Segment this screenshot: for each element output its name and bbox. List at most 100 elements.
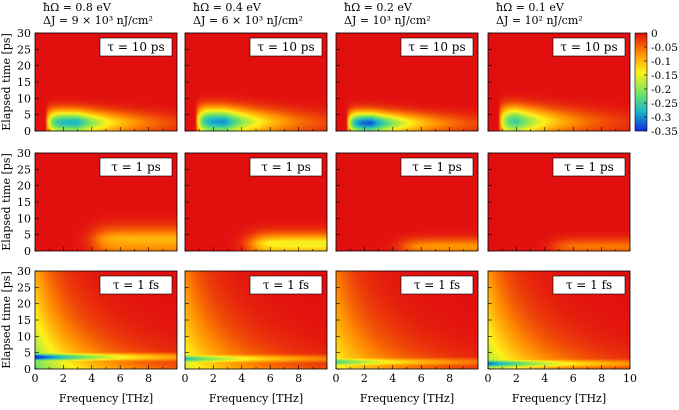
colorbar-tick-label: -0.3: [651, 112, 671, 124]
tau-label: τ = 10 ps: [408, 40, 465, 54]
x-axis-label: Frequency [THz]: [512, 392, 606, 405]
heatmap-panel: τ = 1 ps: [487, 152, 631, 252]
tau-label: τ = 1 ps: [261, 160, 311, 174]
x-tick-label: 6: [418, 372, 425, 385]
y-axis-label: Elapsed time [ps]: [0, 153, 13, 251]
y-tick-label: 10: [17, 330, 31, 343]
column-header-omega: ħΩ = 0.1 eV: [496, 1, 565, 14]
tau-label-box: [400, 157, 474, 177]
tau-label: τ = 1 fs: [263, 278, 309, 292]
x-axis-label: Frequency [THz]: [209, 392, 303, 405]
heatmap-panel: 0 5 10 15 20 25 30 τ = 1 ps: [17, 147, 178, 258]
x-tick-label: 4: [238, 372, 245, 385]
tau-label: τ = 10 ps: [560, 40, 617, 54]
y-tick-label: 10: [17, 92, 31, 105]
x-axis-label: Frequency [THz]: [59, 392, 153, 405]
y-tick-label: 30: [17, 27, 31, 40]
y-axis-label: Elapsed time [ps]: [0, 271, 13, 369]
y-tick-label: 5: [24, 347, 31, 360]
x-tick-label: 6: [267, 372, 274, 385]
y-tick-label: 15: [17, 76, 31, 89]
x-tick-label: 0: [485, 372, 492, 385]
tau-label: τ = 10 ps: [257, 40, 314, 54]
x-tick-label: 2: [210, 372, 217, 385]
tau-label-box: [249, 37, 323, 57]
tau-label: τ = 1 ps: [111, 160, 161, 174]
tau-label: τ = 1 ps: [412, 160, 462, 174]
x-tick-label: 0: [182, 372, 189, 385]
colorbar-tick-label: -0.35: [651, 126, 678, 138]
y-tick-label: 15: [17, 314, 31, 327]
y-tick-label: 5: [24, 229, 31, 242]
tau-label-box: [400, 37, 474, 57]
y-tick-label: 20: [17, 180, 31, 193]
column-header-fluence: ΔJ = 9 × 10³ nJ/cm²: [43, 14, 153, 27]
x-tick-label: 2: [60, 372, 67, 385]
y-tick-label: 15: [17, 196, 31, 209]
x-tick-label: 0: [32, 372, 39, 385]
x-tick-label: 0: [333, 372, 340, 385]
column-header-fluence: ΔJ = 10³ nJ/cm²: [344, 14, 431, 27]
y-tick-label: 25: [17, 163, 31, 176]
y-tick-label: 25: [17, 281, 31, 294]
x-tick-label: 10: [623, 372, 637, 385]
column-header-fluence: ΔJ = 6 × 10³ nJ/cm²: [193, 14, 303, 27]
x-tick-label: 4: [88, 372, 95, 385]
colorbar-tick-label: -0.1: [651, 56, 671, 68]
column-header-omega: ħΩ = 0.2 eV: [344, 1, 413, 14]
heatmap-panel: 0 2 4 6 8 τ = 1 fs: [333, 270, 479, 385]
x-tick-label: 4: [389, 372, 396, 385]
y-tick-label: 30: [17, 265, 31, 278]
y-axis-label: Elapsed time [ps]: [0, 33, 13, 131]
heatmap-panel: 0 2 4 6 8 10 τ = 1 fs: [485, 270, 637, 385]
heatmap-panel: τ = 1 ps: [335, 152, 479, 252]
tau-label-box: [99, 37, 173, 57]
tau-label-box: [552, 275, 626, 295]
y-tick-label: 0: [24, 245, 31, 258]
x-axis-label: Frequency [THz]: [360, 392, 454, 405]
column-header-omega: ħΩ = 0.8 eV: [43, 1, 112, 14]
colorbar-tick-label: 0: [651, 28, 658, 40]
tau-label-box: [99, 275, 173, 295]
colorbar-tick-label: -0.15: [651, 70, 678, 82]
y-tick-label: 25: [17, 43, 31, 56]
tau-label: τ = 10 ps: [107, 40, 164, 54]
y-tick-label: 0: [24, 363, 31, 376]
y-tick-label: 0: [24, 125, 31, 138]
x-tick-label: 8: [598, 372, 605, 385]
x-tick-label: 6: [117, 372, 124, 385]
tau-label: τ = 1 fs: [414, 278, 460, 292]
heatmap-panel: τ = 10 ps: [184, 32, 328, 132]
tau-label-box: [249, 157, 323, 177]
tau-label-box: [552, 37, 626, 57]
heatmap-panel: 0 5 10 15 20 25 30 τ = 10 ps: [17, 27, 178, 138]
x-tick-label: 8: [145, 372, 152, 385]
x-tick-label: 4: [541, 372, 548, 385]
colorbar-tick-label: -0.25: [651, 98, 678, 110]
heatmap-panel: τ = 10 ps: [335, 32, 479, 132]
y-tick-label: 5: [24, 109, 31, 122]
heatmap-panel: τ = 1 ps: [184, 152, 328, 252]
x-tick-label: 8: [446, 372, 453, 385]
colorbar-tick-label: -0.2: [651, 84, 671, 96]
y-tick-label: 10: [17, 212, 31, 225]
colorbar-tick-label: -0.05: [651, 42, 678, 54]
column-header-omega: ħΩ = 0.4 eV: [193, 1, 262, 14]
tau-label-box: [99, 157, 173, 177]
heatmap-panel: τ = 10 ps: [487, 32, 631, 132]
x-tick-label: 8: [295, 372, 302, 385]
colorbar: [634, 32, 648, 132]
y-tick-label: 20: [17, 298, 31, 311]
tau-label: τ = 1 ps: [564, 160, 614, 174]
tau-label-box: [249, 275, 323, 295]
y-tick-label: 20: [17, 60, 31, 73]
x-tick-label: 2: [361, 372, 368, 385]
x-tick-label: 2: [513, 372, 520, 385]
y-tick-label: 30: [17, 147, 31, 160]
tau-label-box: [552, 157, 626, 177]
x-tick-label: 6: [570, 372, 577, 385]
column-header-fluence: ΔJ = 10² nJ/cm²: [496, 14, 583, 27]
tau-label: τ = 1 fs: [566, 278, 612, 292]
